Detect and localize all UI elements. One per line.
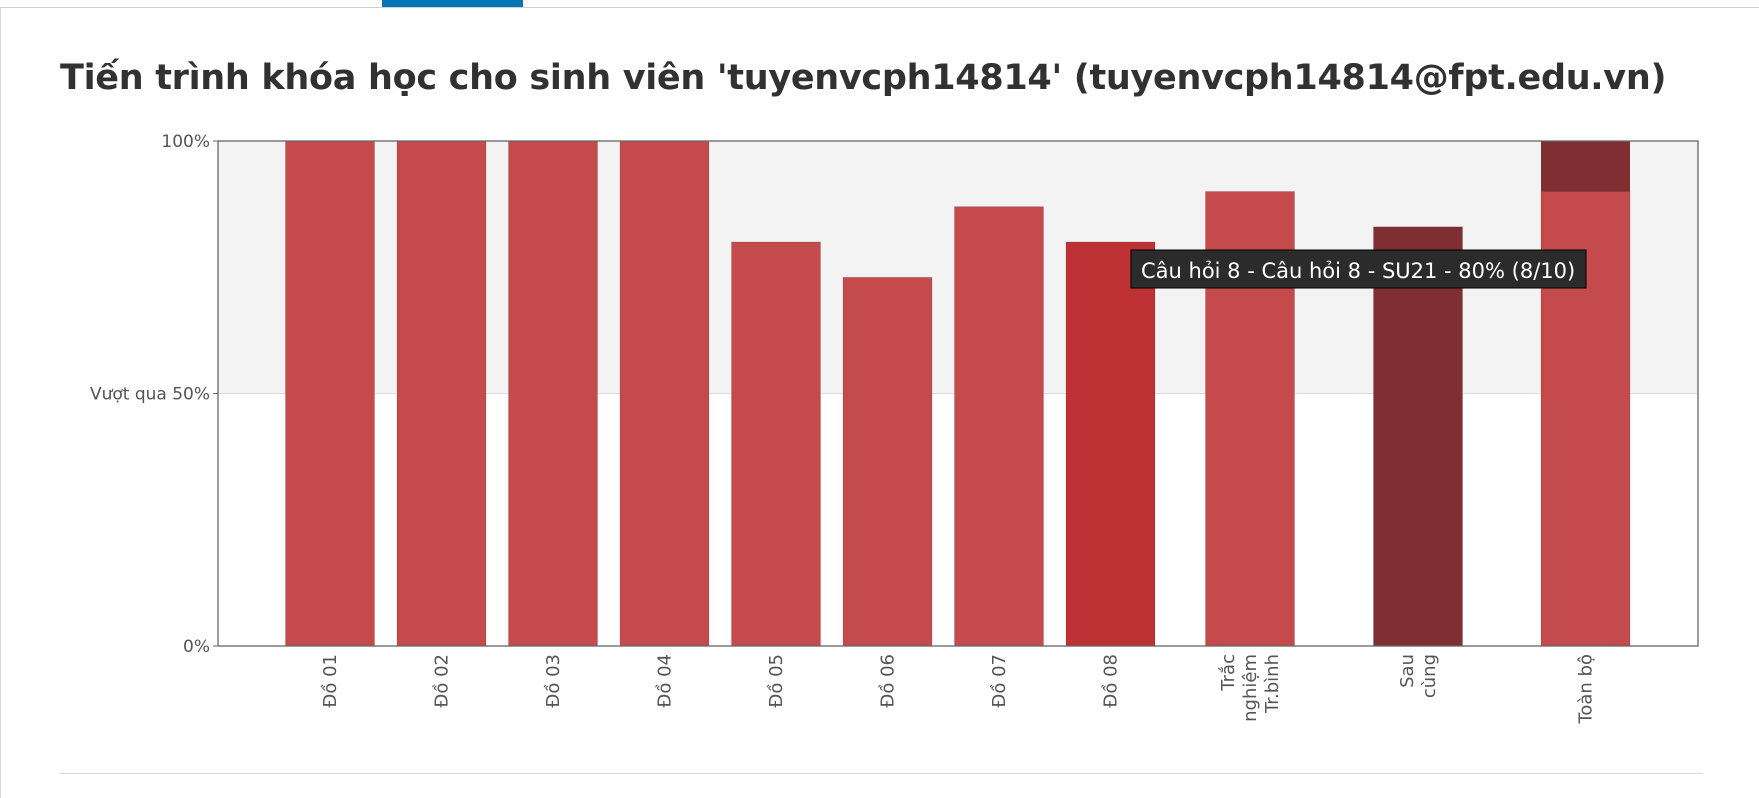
x-label-line: cùng <box>1419 654 1440 698</box>
active-tab-indicator[interactable] <box>382 0 523 7</box>
x-label-4: Đồ 04 <box>655 654 676 708</box>
card-border <box>0 8 1 798</box>
x-label-line: Đồ 01 <box>320 654 341 708</box>
x-label-line: Sau <box>1397 654 1418 688</box>
bar-8[interactable] <box>1065 241 1156 647</box>
x-label-3: Đồ 03 <box>543 654 564 708</box>
x-label-line: Trắc <box>1218 654 1239 692</box>
bar-2[interactable] <box>396 140 487 647</box>
x-label-5: Đồ 05 <box>766 654 787 708</box>
bar-7[interactable] <box>954 206 1044 647</box>
tooltip-text: Câu hỏi 8 - Câu hỏi 8 - SU21 - 80% (8/10… <box>1141 259 1575 283</box>
x-label-line: Tr.bình <box>1262 654 1283 714</box>
x-label-line: nghiệm <box>1240 654 1261 722</box>
x-label-11: Toàn bộ <box>1576 654 1597 725</box>
x-label-line: Đồ 05 <box>766 654 787 708</box>
y-tick-label: 100% <box>161 132 210 152</box>
tooltip-box <box>1130 249 1587 289</box>
x-label-8: Đồ 08 <box>1101 654 1122 708</box>
x-label-line: Đồ 03 <box>543 654 564 708</box>
x-label-line: Đồ 07 <box>989 654 1010 708</box>
bar-4[interactable] <box>619 140 710 647</box>
x-label-line: Đồ 04 <box>655 654 676 708</box>
page-title: Tiến trình khóa học cho sinh viên 'tuyen… <box>60 58 1667 98</box>
x-label-line: Đồ 08 <box>1101 654 1122 708</box>
top-tab-bar <box>0 0 1759 8</box>
bar-tooltip: Câu hỏi 8 - Câu hỏi 8 - SU21 - 80% (8/10… <box>1130 249 1587 289</box>
y-tick-label: Vượt qua 50% <box>90 385 210 405</box>
x-label-7: Đồ 07 <box>989 654 1010 708</box>
x-label-2: Đồ 02 <box>432 654 453 708</box>
bar-6[interactable] <box>842 276 933 647</box>
x-label-9: Trắc nghiệm Tr.bình <box>1218 654 1283 722</box>
bottom-divider <box>60 773 1703 774</box>
x-label-line: Đồ 02 <box>432 654 453 708</box>
x-label-6: Đồ 06 <box>878 654 899 708</box>
bar-5[interactable] <box>731 241 821 647</box>
x-label-line: Toàn bộ <box>1576 654 1597 725</box>
bar-11-stack[interactable] <box>1541 141 1630 192</box>
bar-1[interactable] <box>285 140 375 647</box>
x-label-1: Đồ 01 <box>320 654 341 708</box>
bar-3[interactable] <box>508 140 598 647</box>
y-tick-label: 0% <box>183 637 210 657</box>
bar-10[interactable] <box>1373 226 1463 647</box>
x-label-10: Sau cùng <box>1397 654 1440 698</box>
x-label-line: Đồ 06 <box>878 654 899 708</box>
